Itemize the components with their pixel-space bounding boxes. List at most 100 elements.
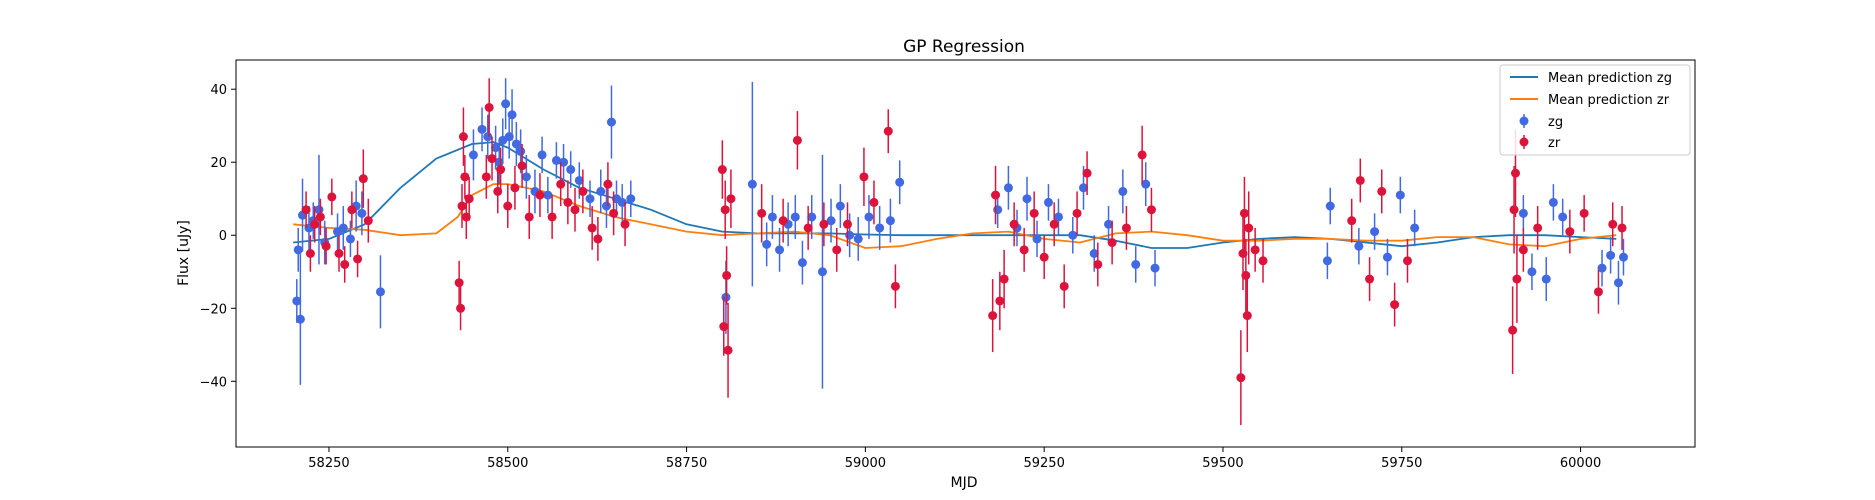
zg-point: [1618, 252, 1628, 262]
zr-point: [1019, 245, 1029, 255]
zg-point: [516, 146, 526, 156]
mean-prediction-zg-layer: [293, 141, 1617, 249]
zr-point: [995, 296, 1005, 306]
zg-point: [1322, 256, 1332, 266]
zr-point: [1509, 205, 1519, 215]
zr-point: [1258, 256, 1268, 266]
legend-label-zg-points: zg: [1548, 115, 1563, 130]
legend-label-zr-points: zr: [1548, 136, 1561, 151]
zg-point: [1032, 234, 1042, 244]
zg-point: [797, 258, 807, 268]
zg-point: [511, 139, 521, 149]
zr-point: [556, 179, 566, 189]
zg-point: [1354, 241, 1364, 251]
zr-point: [1593, 287, 1603, 297]
zr-point: [358, 174, 368, 184]
zg-point: [1541, 274, 1551, 284]
zg-point: [1597, 263, 1607, 273]
zr-point: [578, 186, 588, 196]
y-tick-label: 40: [210, 83, 227, 98]
zg-point: [1558, 212, 1568, 222]
zg-point: [521, 172, 531, 182]
zg-point: [468, 150, 478, 160]
zr-point: [991, 190, 1001, 200]
zr-point: [334, 249, 344, 258]
x-tick-label: 59250: [1023, 456, 1064, 471]
zr-point: [1355, 175, 1365, 185]
x-tick-label: 58750: [666, 456, 707, 471]
zg-point: [853, 234, 863, 244]
mean-prediction-zr-layer: [293, 183, 1617, 249]
zr-point: [1579, 208, 1589, 218]
zr-point: [547, 212, 557, 222]
zr-point: [1241, 270, 1251, 280]
zr-point: [1518, 245, 1528, 255]
legend-label-zg-line: Mean prediction zg: [1548, 71, 1672, 86]
zr-point: [803, 223, 813, 233]
zg-point: [864, 212, 874, 222]
zr-point: [1402, 256, 1412, 266]
zr-point: [609, 208, 619, 218]
zg-point: [747, 179, 757, 189]
zr-point: [1242, 311, 1252, 321]
zr-point: [869, 197, 879, 207]
zr-point: [340, 259, 350, 269]
x-tick-label: 58250: [308, 456, 349, 471]
zg-point: [292, 296, 302, 306]
x-axis: 58250 58500 58750 59000 59250 59500 59750 60000: [308, 447, 1601, 471]
zg-point: [1022, 194, 1032, 204]
x-tick-label: 60000: [1560, 456, 1601, 471]
zg-point: [895, 177, 905, 187]
zr-point: [310, 219, 320, 229]
zr-point: [1365, 274, 1375, 284]
zg-point: [483, 132, 493, 142]
zr-point: [487, 154, 497, 164]
legend-marker-zr: [1519, 137, 1529, 147]
zr-point: [1565, 227, 1575, 237]
zr-point: [305, 249, 315, 258]
zr-point: [1390, 300, 1400, 310]
zg-point: [1104, 219, 1114, 229]
x-tick-label: 59500: [1202, 456, 1243, 471]
zr-point: [563, 197, 573, 207]
legend-box: [1499, 64, 1691, 156]
zg-point: [574, 175, 584, 185]
y-axis-label: Flux [uJy]: [176, 220, 192, 286]
zr-point: [460, 172, 470, 182]
zr-point: [1137, 150, 1147, 160]
zr-point: [484, 102, 494, 112]
zg-points-layer: [292, 78, 1628, 389]
zg-point: [501, 99, 511, 109]
zr-point: [481, 172, 491, 182]
zg-point: [293, 245, 303, 255]
zg-point: [817, 267, 827, 277]
zg-point: [1068, 230, 1078, 240]
zg-point: [566, 165, 576, 175]
zg-point: [551, 155, 561, 165]
zr-point: [1009, 219, 1019, 229]
zg-point: [601, 201, 611, 211]
zg-point: [807, 212, 817, 222]
zr-point: [757, 208, 767, 218]
zg-point: [1141, 179, 1151, 189]
zr-point: [1121, 223, 1131, 233]
zr-point: [464, 194, 474, 204]
zr-point: [723, 345, 733, 355]
zr-points-layer: [301, 78, 1627, 426]
zr-point: [717, 165, 727, 175]
zr-point: [327, 192, 337, 202]
zg-point: [596, 186, 606, 196]
x-axis-label: MJD: [951, 475, 978, 491]
x-tick-label: 58500: [487, 456, 528, 471]
zg-point: [1043, 197, 1053, 207]
zr-point: [517, 161, 527, 171]
zg-point: [1395, 190, 1405, 200]
zr-point: [819, 219, 829, 229]
zr-point: [792, 135, 802, 145]
zr-point: [842, 219, 852, 229]
zr-point: [1508, 325, 1518, 335]
zr-point: [603, 179, 613, 189]
zr-point: [1236, 373, 1246, 383]
zg-point: [507, 110, 517, 120]
